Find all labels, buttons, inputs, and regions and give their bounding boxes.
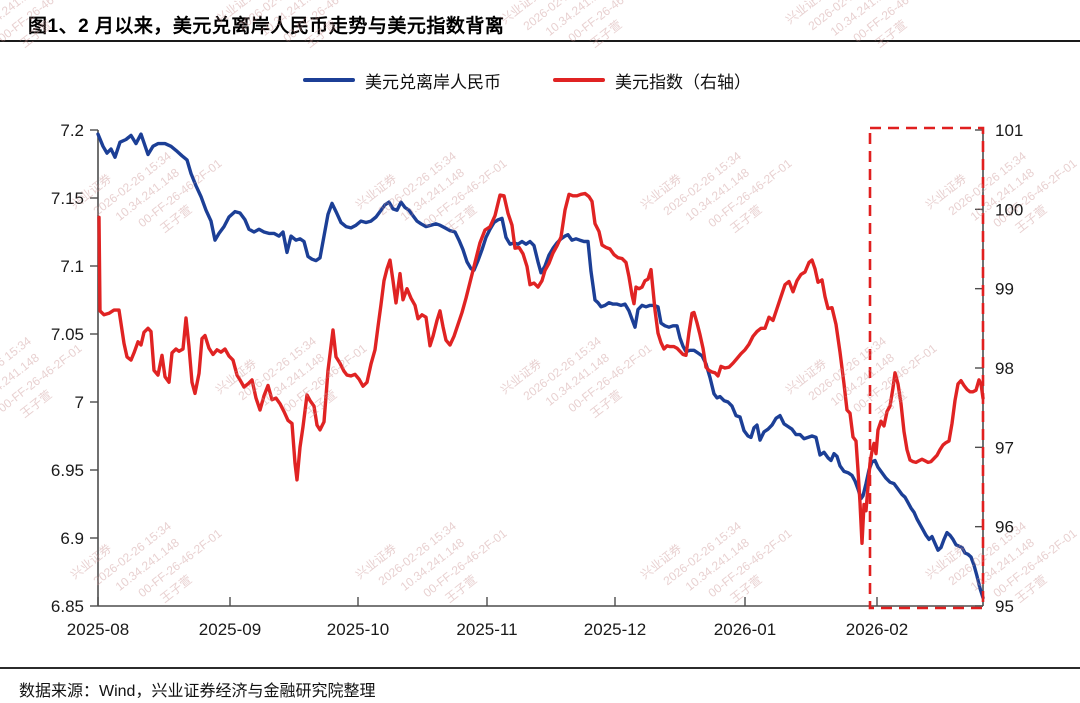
chart-legend: 美元兑离岸人民币 美元指数（右轴） xyxy=(303,68,751,93)
x-axis-label: 2026-01 xyxy=(714,620,776,639)
legend-item-usdcnh: 美元兑离岸人民币 xyxy=(303,68,501,93)
left-axis-label: 7.1 xyxy=(60,257,84,276)
x-axis-label: 2025-11 xyxy=(456,620,517,639)
left-axis-label: 7.15 xyxy=(51,189,84,208)
legend-label-usdcnh: 美元兑离岸人民币 xyxy=(365,72,501,92)
dxy-line xyxy=(97,191,985,545)
footer-divider xyxy=(0,667,1080,669)
left-axis-label: 6.85 xyxy=(51,597,84,616)
figure-title: 图1、2 月以来，美元兑离岸人民币走势与美元指数背离 xyxy=(28,16,505,37)
left-axis-label: 7.05 xyxy=(51,325,84,344)
dxy-line-swatch xyxy=(553,78,605,82)
right-axis-label: 101 xyxy=(995,121,1023,140)
x-axis-label: 2025-10 xyxy=(327,620,389,639)
usdcnh-line xyxy=(96,132,985,600)
x-axis-label: 2025-12 xyxy=(584,620,646,639)
left-axis-label: 7 xyxy=(75,393,84,412)
right-axis-label: 99 xyxy=(995,280,1014,299)
legend-label-dxy: 美元指数（右轴） xyxy=(615,72,751,92)
left-axis-label: 6.9 xyxy=(60,529,84,548)
x-axis-label: 2026-02 xyxy=(846,620,908,639)
right-axis-label: 97 xyxy=(995,438,1014,457)
left-axis-label: 7.2 xyxy=(60,121,84,140)
legend-item-dxy: 美元指数（右轴） xyxy=(553,68,751,93)
usdcnh-line-swatch xyxy=(303,78,355,82)
right-axis-label: 96 xyxy=(995,518,1014,537)
right-axis-label: 98 xyxy=(995,359,1014,378)
right-axis-label: 95 xyxy=(995,597,1014,616)
x-axis-label: 2025-08 xyxy=(67,620,129,639)
x-axis-label: 2025-09 xyxy=(199,620,261,639)
data-source-note: 数据来源：Wind，兴业证券经济与金融研究院整理 xyxy=(19,683,376,700)
title-divider xyxy=(0,40,1080,42)
right-axis-label: 100 xyxy=(995,200,1023,219)
highlight-box xyxy=(868,126,985,610)
left-axis-label: 6.95 xyxy=(51,461,84,480)
